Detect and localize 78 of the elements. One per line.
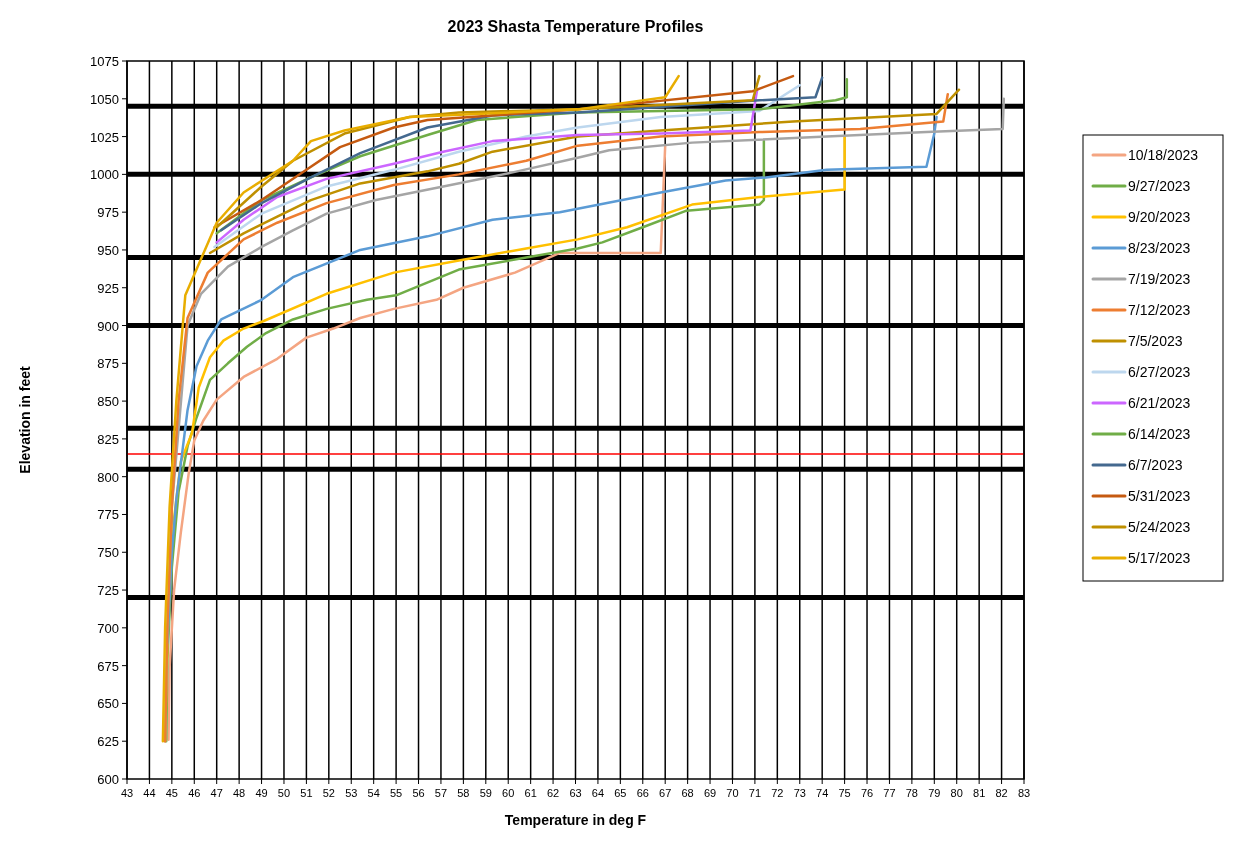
x-tick-label: 55 [389,787,403,799]
x-tick-label: 83 [1017,787,1031,799]
x-tick-label: 48 [233,787,246,799]
x-tick-label: 54 [367,787,380,799]
x-tick-label: 47 [210,787,223,799]
x-tick-label: 82 [995,787,1008,799]
y-tick-label: 950 [97,242,119,258]
legend-label: 7/19/2023 [1128,271,1191,287]
x-tick-label: 59 [479,787,492,799]
y-tick-label: 650 [97,696,119,712]
chart-title: 2023 Shasta Temperature Profiles [447,18,704,35]
legend-label: 6/21/2023 [1128,395,1191,411]
x-tick-label: 76 [860,787,874,799]
y-tick-label: 1000 [90,167,119,183]
x-tick-label: 74 [816,787,829,799]
x-tick-label: 81 [973,787,986,799]
x-tick-label: 52 [322,787,335,799]
y-tick-label: 775 [97,507,119,523]
x-tick-label: 75 [838,787,851,799]
x-tick-label: 58 [457,787,470,799]
y-tick-label: 725 [97,583,119,599]
x-tick-label: 46 [188,787,201,799]
legend-label: 5/31/2023 [1128,488,1191,504]
x-tick-label: 57 [434,787,448,799]
x-tick-label: 65 [614,787,627,799]
x-tick-label: 63 [569,787,582,799]
y-tick-label: 1025 [90,129,119,145]
y-tick-label: 875 [97,356,119,372]
y-tick-label: 750 [97,545,119,561]
x-tick-label: 60 [502,787,515,799]
y-tick-label: 800 [97,469,119,485]
x-tick-label: 77 [883,787,896,799]
y-tick-label: 850 [97,394,119,410]
y-tick-label: 900 [97,318,119,334]
x-tick-label: 53 [345,787,358,799]
legend-label: 9/20/2023 [1128,209,1191,225]
legend-label: 5/17/2023 [1128,550,1191,566]
x-axis-title: Temperature in deg F [504,812,647,828]
legend-label: 8/23/2023 [1128,240,1191,256]
y-tick-label: 825 [97,431,119,447]
x-tick-label: 56 [412,787,425,799]
legend-label: 6/14/2023 [1128,426,1191,442]
y-tick-label: 675 [97,658,119,674]
x-tick-label: 67 [659,787,672,799]
y-tick-label: 600 [97,772,119,787]
x-tick-label: 49 [255,787,268,799]
x-tick-label: 45 [165,787,178,799]
legend-label: 7/12/2023 [1128,302,1191,318]
y-tick-label: 625 [97,734,119,750]
y-tick-label: 700 [97,620,119,636]
x-tick-label: 62 [546,787,560,799]
y-tick-label: 975 [97,205,119,221]
legend-label: 10/18/2023 [1128,147,1199,163]
x-tick-label: 79 [928,787,941,799]
y-tick-label: 1075 [90,54,119,69]
x-tick-label: 72 [771,787,784,799]
x-tick-label: 61 [524,787,537,799]
legend-label: 9/27/2023 [1128,178,1191,194]
y-axis-title: Elevation in feet [17,365,33,474]
legend-label: 7/5/2023 [1128,333,1183,349]
x-tick-label: 70 [726,787,739,799]
x-tick-label: 43 [120,787,134,799]
x-tick-label: 78 [905,787,918,799]
x-tick-label: 80 [950,787,963,799]
y-tick-label: 1050 [90,91,119,107]
x-tick-label: 51 [300,787,313,799]
x-tick-label: 50 [277,787,291,799]
legend-label: 6/7/2023 [1128,457,1183,473]
x-tick-label: 66 [636,787,649,799]
x-tick-label: 64 [591,787,605,799]
legend-label: 5/24/2023 [1128,519,1191,535]
x-tick-label: 69 [703,787,717,799]
x-tick-label: 44 [143,787,156,799]
x-tick-label: 73 [793,787,806,799]
x-tick-label: 71 [748,787,762,799]
y-tick-label: 925 [97,280,119,296]
legend-label: 6/27/2023 [1128,364,1191,380]
x-tick-label: 68 [681,787,694,799]
